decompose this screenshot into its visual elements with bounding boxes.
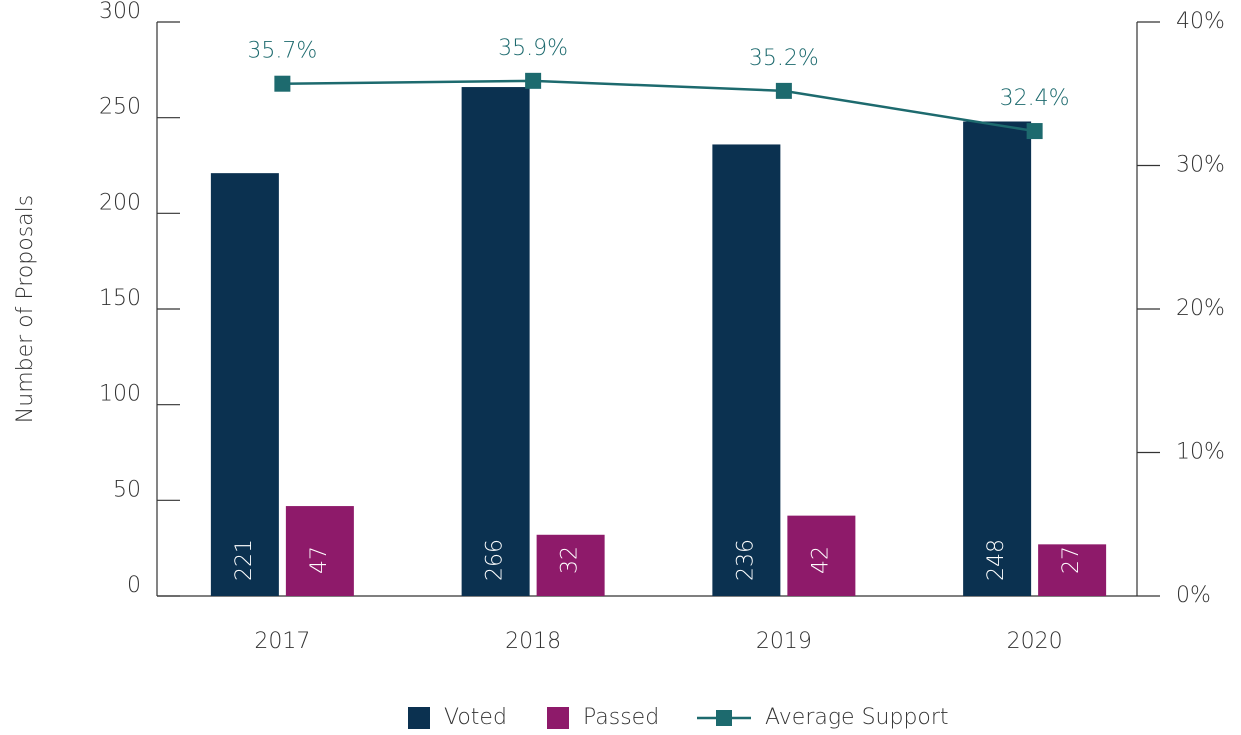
data-label: 47: [307, 546, 332, 574]
data-label: 35.2%: [749, 46, 819, 71]
line-marker: [274, 75, 291, 92]
data-label: 27: [1059, 546, 1084, 574]
bar: [1038, 544, 1107, 596]
bar: [787, 515, 856, 596]
line-marker: [775, 82, 792, 99]
legend-label: Passed: [583, 705, 659, 730]
y-tick-label: 300: [99, 0, 141, 24]
y2-tick-label: 30%: [1176, 153, 1225, 178]
legend-marker: [716, 710, 732, 726]
x-tick-label: 2020: [1007, 629, 1063, 654]
y-tick-label: 150: [99, 286, 141, 311]
bar: [285, 506, 354, 596]
bar: [712, 144, 781, 596]
data-label: 35.9%: [498, 36, 568, 61]
y2-tick-label: 40%: [1176, 9, 1225, 34]
x-tick-label: 2019: [756, 629, 812, 654]
data-label: 35.7%: [247, 39, 317, 64]
data-label: 32: [558, 546, 583, 574]
legend-swatch: [408, 707, 430, 729]
y2-tick-label: 20%: [1176, 296, 1225, 321]
y-tick-label: 0: [127, 573, 141, 598]
y-tick-label: 100: [99, 382, 141, 407]
legend-swatch: [547, 707, 569, 729]
bar: [963, 121, 1032, 596]
bar: [536, 534, 605, 596]
data-label: 266: [483, 539, 508, 581]
legend-label: Voted: [444, 705, 507, 730]
y-tick-label: 200: [99, 190, 141, 215]
y-tick-label: 250: [99, 95, 141, 120]
x-tick-label: 2017: [254, 629, 310, 654]
bar: [210, 173, 279, 597]
y-tick-label: 50: [113, 477, 141, 502]
data-label: 236: [733, 539, 758, 581]
y2-tick-label: 0%: [1176, 583, 1211, 608]
line-marker: [1026, 123, 1043, 140]
bar: [461, 87, 530, 596]
legend-label: Average Support: [765, 705, 949, 730]
data-label: 221: [232, 539, 257, 581]
y2-tick-label: 10%: [1176, 440, 1225, 465]
x-tick-label: 2018: [505, 629, 561, 654]
y-axis-label: Number of Proposals: [13, 195, 38, 423]
data-label: 32.4%: [1000, 86, 1070, 111]
line: [282, 79, 1035, 133]
data-label: 42: [808, 546, 833, 574]
line-marker: [525, 72, 542, 89]
data-label: 248: [984, 539, 1009, 581]
